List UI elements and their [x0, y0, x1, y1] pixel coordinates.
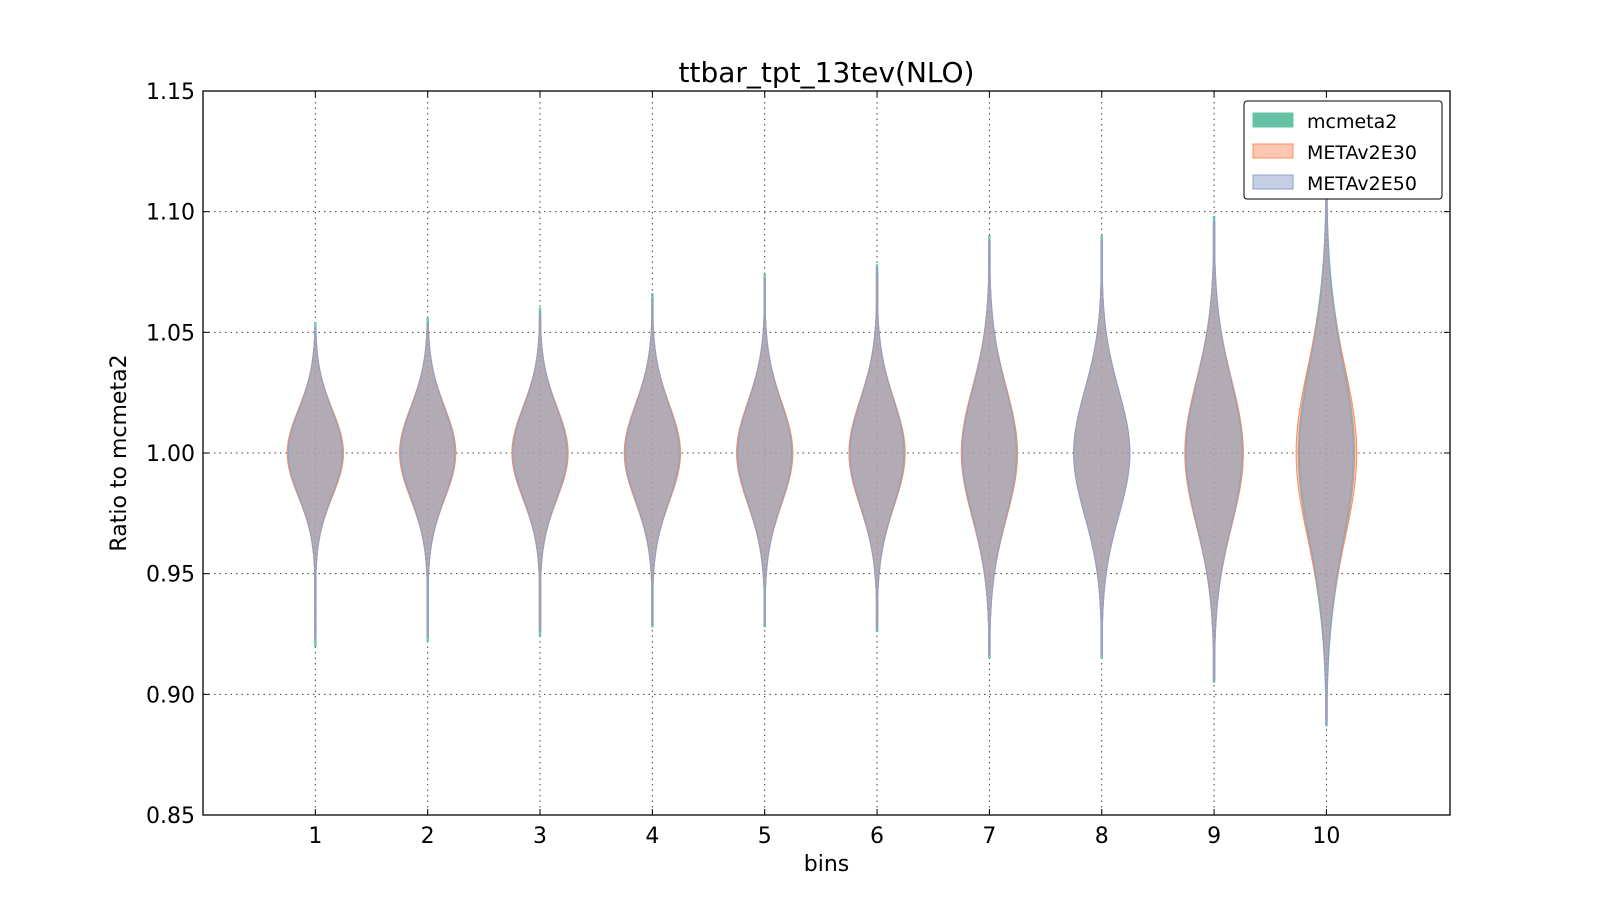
legend-swatch	[1252, 143, 1294, 159]
y-tick-label: 0.85	[146, 804, 195, 829]
x-tick-label: 3	[533, 824, 547, 849]
y-tick-label: 0.95	[146, 563, 195, 588]
x-tick-label: 5	[758, 824, 772, 849]
violin-metav2e50-bin-1	[287, 327, 343, 640]
y-tick-label: 1.00	[146, 442, 195, 467]
legend-swatch	[1252, 174, 1294, 190]
x-axis-label: bins	[804, 852, 849, 877]
legend-label: mcmeta2	[1307, 111, 1397, 133]
x-tick-label: 2	[421, 824, 435, 849]
y-tick-label: 1.10	[146, 201, 195, 226]
violin-metav2e50-bin-7	[961, 240, 1017, 657]
axis-ticks: 0.85 0.90 0.95 1.00 1.05 1.10 1.15 1 2 3 4 5 6 7 8 9 10	[146, 80, 1450, 849]
legend-label: METAv2E30	[1307, 142, 1417, 164]
x-tick-label: 8	[1095, 824, 1109, 849]
x-tick-label: 7	[982, 824, 996, 849]
y-tick-label: 1.05	[146, 321, 195, 346]
legend-label: METAv2E50	[1307, 173, 1417, 195]
violin-metav2e50-bin-8	[1073, 240, 1131, 657]
x-tick-label: 1	[308, 824, 322, 849]
y-tick-label: 1.15	[146, 80, 195, 105]
violin-metav2e50-bin-4	[624, 298, 680, 625]
x-tick-label: 4	[645, 824, 659, 849]
violins	[286, 177, 1358, 727]
y-axis-label: Ratio to mcmeta2	[107, 354, 132, 551]
violin-metav2e50-bin-3	[512, 312, 568, 633]
x-tick-label: 6	[870, 824, 884, 849]
x-tick-label: 9	[1207, 824, 1221, 849]
y-tick-label: 0.90	[146, 683, 195, 708]
violin-metav2e50-bin-6	[849, 269, 905, 630]
x-tick-label: 10	[1312, 824, 1340, 849]
violin-metav2e50-bin-5	[737, 278, 793, 625]
legend-swatch	[1252, 112, 1294, 128]
violin-metav2e50-bin-2	[400, 322, 456, 637]
legend: mcmeta2 METAv2E30 METAv2E50	[1243, 100, 1443, 200]
chart-title: ttbar_tpt_13tev(NLO)	[679, 56, 975, 89]
violin-metav2e50-bin-9	[1185, 220, 1243, 681]
